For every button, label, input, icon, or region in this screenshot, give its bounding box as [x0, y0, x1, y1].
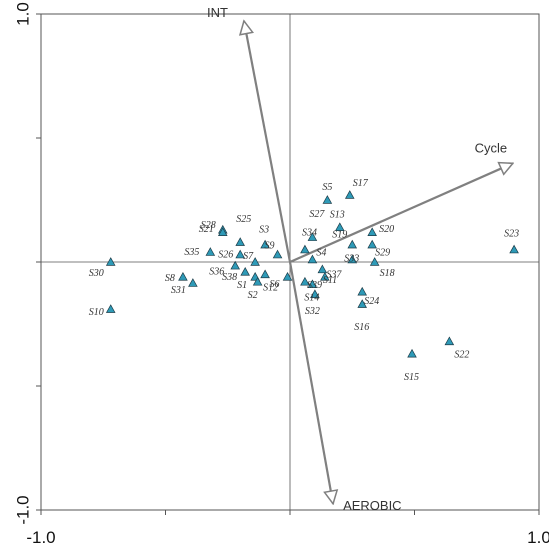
point-s23	[509, 244, 519, 254]
point-label-s18: S18	[380, 268, 395, 279]
point-label-s20: S20	[379, 224, 394, 235]
point-s36	[230, 260, 241, 270]
point-s26	[235, 249, 245, 259]
point-s15	[407, 348, 417, 358]
point-s20	[367, 227, 377, 236]
point-s17	[344, 190, 355, 199]
point-label-s24: S24	[364, 296, 379, 307]
point-label-s30: S30	[89, 268, 104, 279]
point-s34	[300, 244, 310, 254]
point-s8	[178, 271, 188, 281]
point-label-s27: S27	[309, 209, 325, 220]
point-label-s26: S26	[218, 250, 233, 261]
point-label-s13: S13	[330, 209, 345, 220]
point-s39	[300, 276, 310, 286]
point-s9	[272, 249, 283, 259]
point-label-s39: S39	[307, 280, 322, 291]
point-s5	[322, 195, 333, 204]
point-label-s10: S10	[89, 307, 104, 318]
point-s14	[307, 279, 318, 289]
point-s13	[335, 222, 345, 231]
vector-label-int: INT	[207, 5, 228, 20]
point-label-s32: S32	[305, 306, 320, 317]
point-s33	[347, 254, 358, 264]
point-label-s5: S5	[322, 182, 332, 193]
point-label-s19: S19	[332, 230, 347, 241]
vector-label-aerobic: AEROBIC	[343, 498, 402, 513]
point-label-s4: S4	[316, 248, 326, 259]
point-label-s11: S11	[323, 275, 337, 286]
point-label-s2: S2	[248, 290, 258, 301]
point-label-s31: S31	[171, 285, 186, 296]
point-label-s37: S37	[326, 269, 342, 280]
point-label-s21: S21	[199, 224, 214, 235]
point-label-s33: S33	[344, 254, 359, 265]
y-tick-label: -1.0	[13, 495, 32, 524]
point-s16	[357, 299, 368, 308]
point-label-s23: S23	[504, 229, 519, 240]
point-label-s6: S6	[270, 279, 280, 290]
point-s21	[217, 227, 228, 236]
point-s22	[444, 336, 455, 346]
variable-vectors: INT Cycle AEROBIC	[207, 5, 513, 513]
point-s25	[235, 237, 245, 246]
axis-ticks: -1.0 1.0 -1.0 1.0	[13, 2, 549, 547]
point-s27	[307, 232, 318, 241]
vector-label-cycle: Cycle	[475, 140, 508, 155]
point-s11	[320, 271, 330, 281]
point-s19	[347, 239, 358, 249]
point-label-s1: S1	[237, 280, 247, 291]
point-s37	[317, 264, 328, 274]
point-label-s35: S35	[184, 247, 199, 258]
point-s31	[188, 278, 198, 287]
point-s4	[307, 254, 318, 264]
vector-cycle	[289, 163, 513, 264]
point-label-s3: S3	[259, 225, 269, 236]
point-s35	[205, 247, 216, 256]
vector-aerobic	[288, 261, 333, 504]
point-label-s38: S38	[222, 272, 237, 283]
point-s24	[357, 286, 368, 296]
point-label-s16: S16	[354, 322, 369, 333]
point-s18	[369, 257, 380, 266]
site-points	[105, 190, 519, 358]
y-tick-label: 1.0	[13, 2, 32, 26]
point-label-s12: S12	[263, 282, 278, 293]
point-label-s9: S9	[265, 241, 275, 252]
point-label-s29: S29	[375, 248, 390, 259]
point-label-s15: S15	[404, 372, 419, 383]
point-s6	[282, 271, 293, 281]
point-label-s8: S8	[165, 273, 175, 284]
point-label-s7: S7	[243, 251, 254, 262]
point-s30	[105, 257, 116, 266]
point-label-s36: S36	[209, 267, 224, 278]
vector-int	[244, 21, 292, 263]
point-s7	[250, 257, 260, 266]
point-label-s14: S14	[304, 292, 319, 303]
point-label-s28: S28	[201, 220, 216, 231]
point-label-s34: S34	[302, 228, 317, 239]
point-label-s25: S25	[236, 214, 251, 225]
x-tick-label: 1.0	[527, 528, 549, 547]
x-tick-label: -1.0	[26, 528, 55, 547]
point-label-s22: S22	[454, 349, 469, 360]
point-s32	[310, 289, 320, 298]
point-s3	[260, 239, 270, 249]
point-s38	[240, 266, 250, 276]
point-s29	[367, 239, 377, 249]
point-label-s17: S17	[353, 178, 369, 189]
point-s10	[105, 304, 116, 313]
point-s2	[252, 276, 263, 286]
point-s12	[260, 269, 270, 279]
